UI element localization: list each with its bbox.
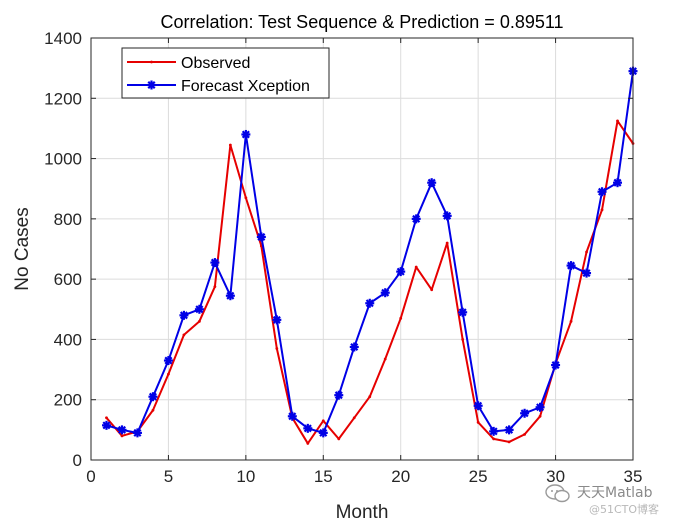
data-point-forecast-xception	[117, 425, 127, 435]
y-tick-label: 1200	[44, 89, 82, 108]
x-tick-label: 20	[391, 467, 410, 486]
watermark-title: 天天Matlab	[577, 485, 653, 501]
y-tick-label: 800	[54, 210, 82, 229]
y-tick-label: 200	[54, 391, 82, 410]
legend-entry-observed: Observed	[127, 55, 250, 72]
data-point-forecast-xception	[582, 268, 592, 278]
data-point-observed	[523, 432, 526, 436]
data-point-forecast-xception	[396, 267, 406, 277]
y-tick-label: 400	[54, 330, 82, 349]
data-point-observed	[120, 434, 124, 438]
chart-title: Correlation: Test Sequence & Prediction …	[160, 12, 563, 32]
data-point-observed	[585, 250, 588, 254]
data-point-observed	[198, 319, 201, 323]
data-point-observed	[445, 241, 449, 245]
data-point-observed	[600, 208, 604, 212]
data-point-forecast-xception	[613, 178, 623, 188]
data-point-forecast-xception	[458, 307, 468, 317]
plot-background	[91, 38, 633, 460]
y-tick-label: 600	[54, 270, 82, 289]
data-point-observed	[414, 265, 418, 269]
data-point-observed	[244, 196, 248, 200]
data-point-observed	[105, 416, 108, 420]
data-point-forecast-xception	[303, 423, 313, 433]
data-point-forecast-xception	[179, 310, 189, 320]
data-point-observed	[337, 437, 341, 441]
x-tick-label: 0	[86, 467, 95, 486]
data-point-observed	[213, 285, 217, 289]
plot-frame	[90, 37, 634, 461]
x-tick-label: 25	[469, 467, 488, 486]
data-point-forecast-xception	[520, 408, 530, 418]
legend-box	[121, 47, 330, 99]
data-point-forecast-xception	[272, 315, 282, 325]
data-point-forecast-xception	[194, 304, 204, 314]
axes: 0 5 10 15 20 25 30 35 0 200 400 600 800 1000 1200 1400	[44, 29, 642, 486]
data-point-observed	[538, 414, 542, 418]
data-point-forecast-xception	[334, 390, 344, 400]
data-point-observed	[492, 437, 496, 441]
data-point-observed	[275, 347, 279, 350]
y-tick-label: 1000	[44, 150, 82, 169]
y-axis-label: No Cases	[12, 207, 33, 290]
data-point-forecast-xception	[551, 360, 561, 370]
data-point-forecast-xception	[101, 420, 111, 430]
x-axis-label: Month	[336, 502, 389, 520]
data-point-forecast-xception	[163, 356, 173, 366]
watermark: 天天Matlab @51CTO博客	[545, 482, 685, 516]
data-point-observed	[151, 408, 155, 412]
data-point-observed	[368, 395, 372, 399]
data-point-observed	[167, 372, 170, 376]
data-point-forecast-xception	[241, 129, 251, 139]
x-tick-label: 5	[164, 467, 173, 486]
y-tick-label: 1400	[44, 29, 82, 48]
legend-label-observed: Observed	[181, 55, 250, 72]
data-point-forecast-xception	[287, 411, 297, 421]
legend-entry-forecast-xception: Forecast Xception	[127, 78, 310, 95]
y-tick-label: 0	[73, 451, 82, 470]
data-point-observed	[616, 119, 619, 123]
data-point-observed	[430, 288, 434, 292]
data-point-observed	[399, 316, 403, 320]
watermark-subtitle: @51CTO博客	[589, 503, 660, 516]
data-point-forecast-xception	[349, 342, 359, 352]
data-point-forecast-xception	[318, 428, 328, 438]
data-point-forecast-xception	[427, 178, 437, 188]
data-point-observed	[569, 319, 573, 323]
x-tick-label: 35	[624, 467, 643, 486]
data-point-forecast-xception	[535, 402, 545, 412]
data-point-observed	[383, 357, 387, 361]
data-point-forecast-xception	[473, 401, 483, 411]
data-point-forecast-xception	[225, 291, 235, 301]
data-point-observed	[476, 420, 480, 424]
data-point-observed	[507, 440, 511, 444]
x-tick-label: 10	[236, 467, 255, 486]
data-point-forecast-xception	[380, 288, 390, 298]
data-point-forecast-xception	[504, 425, 514, 435]
data-point-forecast-xception	[365, 298, 375, 308]
legend-label-forecast-xception: Forecast Xception	[181, 78, 310, 95]
data-point-forecast-xception	[489, 426, 499, 436]
data-point-forecast-xception	[256, 232, 266, 242]
data-point-observed	[461, 338, 465, 341]
legend: Observed Forecast Xception	[121, 47, 330, 99]
data-point-observed	[352, 416, 356, 420]
data-point-forecast-xception	[132, 428, 142, 438]
data-point-observed	[321, 419, 325, 423]
data-point-forecast-xception	[566, 261, 576, 271]
data-point-forecast-xception	[597, 187, 607, 197]
data-point-forecast-xception	[148, 392, 158, 402]
x-tick-label: 30	[546, 467, 565, 486]
data-point-observed	[182, 333, 186, 337]
data-point-forecast-xception	[411, 214, 421, 224]
x-tick-label: 15	[314, 467, 333, 486]
series-layer	[101, 66, 638, 445]
data-point-observed	[228, 143, 232, 147]
data-point-forecast-xception	[442, 211, 452, 221]
wechat-icon	[545, 484, 570, 503]
data-point-observed	[306, 442, 310, 445]
data-point-forecast-xception	[210, 258, 220, 268]
